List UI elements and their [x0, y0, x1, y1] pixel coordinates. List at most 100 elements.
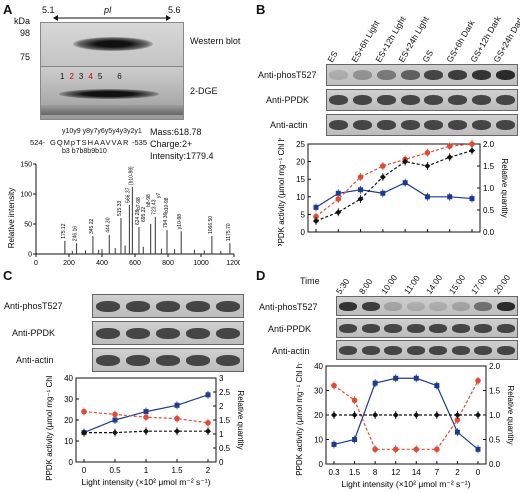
data-point [454, 412, 461, 418]
d-blot-actin [336, 340, 518, 360]
data-point [174, 415, 180, 422]
ms-peak-label: [b10-98] [128, 166, 134, 185]
blot-band [361, 301, 380, 311]
blot-band [186, 354, 210, 366]
blot-band [361, 323, 380, 333]
ms-x-tick: 1200 [226, 260, 240, 267]
panel-b-letter: B [256, 2, 266, 17]
blot-band [186, 300, 210, 312]
ms-peak-label: b10-98 [164, 197, 170, 213]
b-blot-actin [326, 114, 518, 136]
y2-axis-label: Relative quantity [500, 158, 509, 217]
d-time-label: 15:00 [446, 272, 467, 296]
data-point [413, 412, 420, 418]
blot-band [448, 120, 468, 130]
x-tick-label: 12 [391, 468, 400, 477]
data-point [174, 428, 180, 435]
data-point [357, 174, 364, 180]
x-tick-label: 2 [206, 466, 211, 475]
x-tick-label: 1.5 [349, 468, 361, 477]
blot-band [329, 95, 349, 105]
blot-band [384, 345, 403, 355]
data-point [434, 383, 440, 389]
y-tick-label: 10 [314, 436, 323, 445]
data-point [392, 412, 399, 418]
data-point [380, 190, 386, 196]
data-point [143, 428, 149, 435]
data-point [424, 163, 431, 169]
pi-high: 5.6 [168, 5, 181, 15]
blot-band [353, 95, 373, 105]
d-blot-ppdk [336, 318, 518, 338]
blot-band [96, 300, 120, 312]
x-tick-label: 1.5 [171, 466, 183, 475]
blot-band [451, 301, 470, 311]
c-blot-ppdk [92, 321, 244, 345]
ms-y-tick: 50 [24, 222, 32, 229]
spot-1: 1 [60, 72, 65, 81]
pi-label: pI [104, 5, 112, 15]
data-point [331, 382, 337, 389]
blot-band [329, 120, 349, 130]
y2-tick-label: 0 [219, 458, 224, 467]
y-tick-label: 40 [314, 362, 323, 371]
blot-band [400, 95, 420, 105]
ms-y-tick: 150 [20, 162, 32, 169]
blot-band [126, 300, 150, 312]
blot-band [429, 323, 448, 333]
data-point [402, 180, 408, 186]
ms-x-tick: 0 [34, 260, 38, 267]
blot-band [474, 323, 493, 333]
y2-tick-label: 2.5 [219, 388, 231, 397]
spot-6: 6 [117, 72, 122, 81]
data-point [372, 412, 379, 418]
data-point [454, 429, 460, 435]
ms-peak-label: 566.37 [125, 187, 131, 203]
x-tick-label: 14 [412, 468, 421, 477]
data-point [379, 174, 386, 180]
ms-peak-label: b8-98 [146, 194, 152, 207]
ms-y-tick: 0 [28, 252, 32, 259]
b-blot-actin-label: Anti-actin [270, 120, 308, 130]
blot-band [496, 323, 515, 333]
blot-band [96, 354, 120, 366]
western-blot-label: Western blot [190, 36, 241, 46]
ms-peak-label: 695.32 [141, 206, 147, 222]
ms-peak-label: 1066.50 [208, 216, 214, 234]
ms-peak-label: 345.22 [89, 218, 95, 234]
c-blot-phos-label: Anti-phosT527 [4, 301, 63, 311]
ms-peak-label: 624.28 [135, 209, 141, 225]
blot-band [495, 120, 515, 130]
x-tick-label: 0.5 [109, 466, 121, 475]
blot-band [429, 301, 448, 311]
y-tick-label: 5 [301, 210, 306, 219]
y2-axis-label: Relative quantity [506, 385, 515, 444]
dge-label: 2-DGE [190, 86, 218, 96]
y-tick-label: 0 [301, 228, 306, 237]
blot-band [376, 120, 396, 130]
blot-band [361, 345, 380, 355]
x-tick-label: 0 [476, 468, 481, 477]
ms-peak-label: b7-98 [136, 197, 142, 210]
data-point [424, 150, 431, 156]
blot-band [216, 327, 240, 339]
blot-band [471, 120, 491, 130]
d-blot-actin-label: Anti-actin [272, 346, 310, 356]
kda-label: kDa [14, 16, 31, 26]
blot-band [216, 300, 240, 312]
d-blot-phos [336, 296, 518, 316]
series-line [333, 380, 479, 450]
blot-band [471, 70, 491, 80]
blot-band [495, 70, 515, 80]
data-point [475, 377, 481, 384]
y2-tick-label: 2.0 [483, 140, 495, 149]
data-point [446, 154, 453, 161]
data-point [81, 429, 87, 436]
c-blot-actin [92, 348, 244, 372]
y2-tick-label: 0.5 [483, 206, 495, 215]
blot-band [353, 120, 373, 130]
data-point [402, 158, 409, 165]
ms-peak-label: 515.33 [117, 200, 123, 216]
blot-band [448, 70, 468, 80]
data-point [413, 446, 420, 453]
